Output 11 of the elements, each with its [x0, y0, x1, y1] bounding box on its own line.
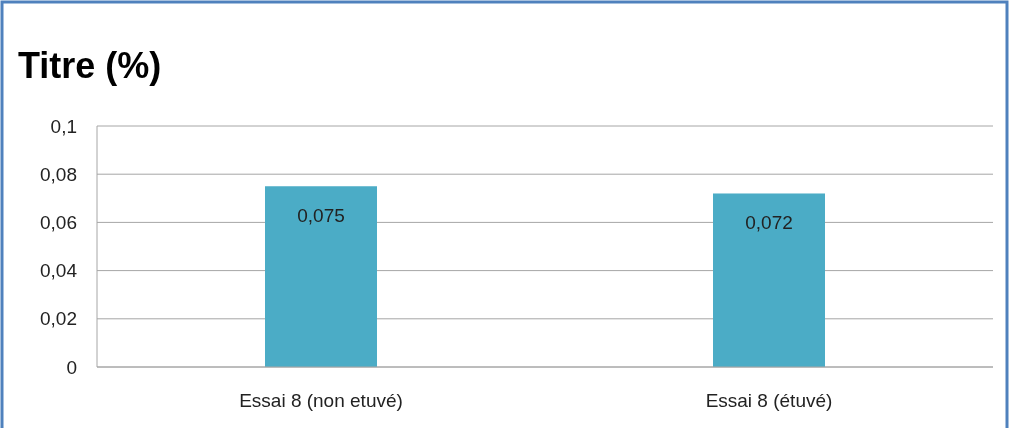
- y-tick-label: 0,04: [40, 260, 78, 282]
- y-tick-label: 0: [66, 356, 77, 378]
- x-tick-label: Essai 8 (étuvé): [705, 390, 833, 411]
- chart-title: Titre (%): [18, 45, 162, 86]
- y-tick-label: 0,08: [40, 163, 77, 185]
- data-label: 0,072: [745, 212, 793, 234]
- x-tick-label: Essai 8 (non etuvé): [239, 390, 403, 411]
- y-tick-label: 0,02: [40, 308, 77, 330]
- y-tick-label: 0,06: [40, 212, 77, 234]
- y-tick-label: 0,1: [50, 115, 77, 137]
- data-label: 0,075: [297, 205, 345, 227]
